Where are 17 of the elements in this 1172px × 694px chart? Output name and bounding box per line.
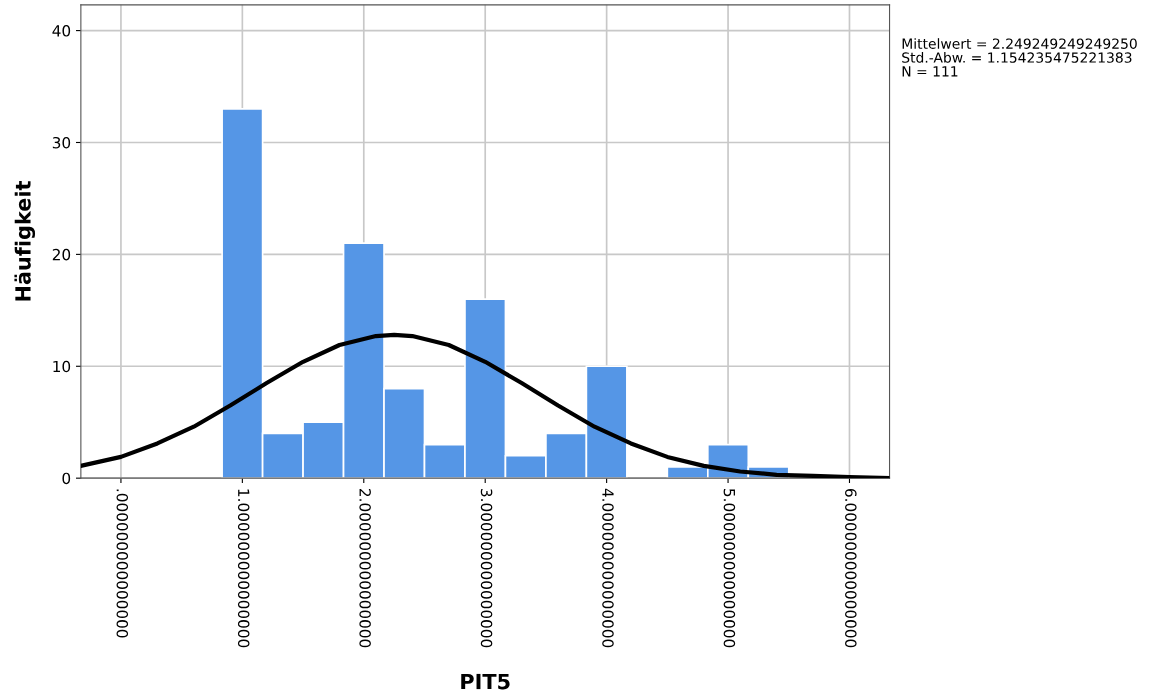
text: Std.-Abw. = 1.154235475221383 xyxy=(902,52,1132,63)
text: N = 111 xyxy=(902,66,958,77)
y-tick-label: 40 xyxy=(52,25,71,37)
x-tick-label: 4.000000000000000 xyxy=(602,488,614,648)
y-axis-title: Häufigkeit xyxy=(14,181,36,301)
x-tick-label: 5.000000000000000 xyxy=(723,489,736,648)
x-tick-label: .000000000000000 xyxy=(116,489,129,638)
x-tick-label: 2.000000000000000 xyxy=(359,489,371,648)
x-tick-label: 1.000000000000000 xyxy=(237,489,250,648)
x-tick-label: 3.000000000000000 xyxy=(480,489,493,648)
x-axis-title: PIT5 xyxy=(461,673,510,690)
y-tick-label: 10 xyxy=(53,360,71,373)
y-tick-label: 30 xyxy=(52,136,71,149)
y-tick-label: 20 xyxy=(52,248,71,261)
y-tick-label: 0 xyxy=(62,472,71,485)
x-tick-label: 6.000000000000000 xyxy=(845,488,857,648)
text: Mittelwert = 2.249249249249250 xyxy=(902,38,1137,49)
